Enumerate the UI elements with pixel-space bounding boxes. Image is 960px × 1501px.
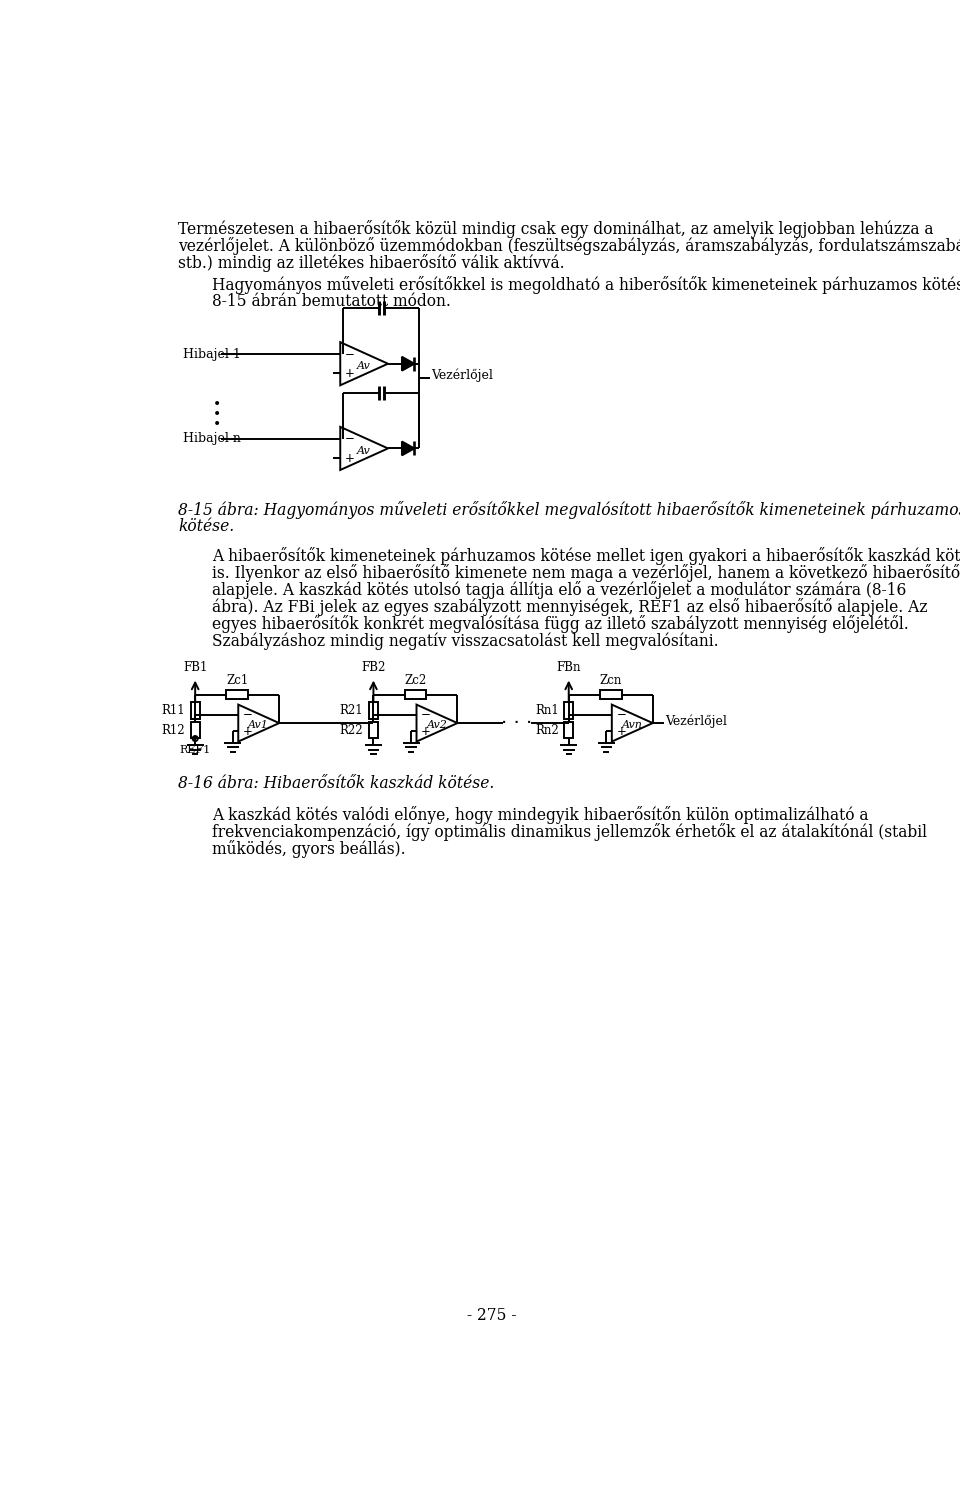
- Bar: [564, 722, 573, 738]
- Text: +: +: [345, 452, 355, 465]
- Text: +: +: [345, 366, 355, 380]
- Bar: [404, 690, 426, 699]
- Bar: [190, 701, 200, 719]
- Text: Av2: Av2: [426, 720, 447, 729]
- Text: −: −: [243, 708, 252, 722]
- Text: Av1: Av1: [249, 720, 269, 729]
- Text: Rn1: Rn1: [535, 704, 559, 716]
- Text: R21: R21: [340, 704, 363, 716]
- Text: −: −: [616, 708, 626, 722]
- Text: stb.) mindig az illetékes hibaerősítő válik aktívvá.: stb.) mindig az illetékes hibaerősítő vá…: [179, 254, 564, 272]
- Text: +: +: [421, 725, 431, 738]
- Text: A hibaerősítők kimeneteinek párhuzamos kötése mellet igen gyakori a hibaerősítők: A hibaerősítők kimeneteinek párhuzamos k…: [212, 548, 960, 564]
- Text: alapjele. A kaszkád kötés utolsó tagja állítja elő a vezérlőjelet a modulátor sz: alapjele. A kaszkád kötés utolsó tagja á…: [212, 581, 906, 599]
- Text: vezérlőjelet. A különböző üzemmódokban (feszültségszabályzás, áramszabályzás, fo: vezérlőjelet. A különböző üzemmódokban (…: [179, 237, 960, 255]
- Text: •: •: [213, 407, 221, 420]
- Text: FBn: FBn: [557, 660, 581, 674]
- Text: Av: Av: [357, 446, 371, 456]
- Bar: [369, 722, 378, 738]
- Text: FB2: FB2: [361, 660, 386, 674]
- Text: Hibajel n: Hibajel n: [182, 432, 241, 446]
- Bar: [190, 722, 200, 738]
- Text: Vezérlőjel: Vezérlőjel: [431, 369, 493, 383]
- Bar: [564, 701, 573, 719]
- Text: ábra). Az FBi jelek az egyes szabályzott mennyiségek, REF1 az első hibaerősítő a: ábra). Az FBi jelek az egyes szabályzott…: [212, 597, 928, 615]
- Text: R22: R22: [340, 723, 363, 737]
- Text: 8-15 ábra: Hagyományos műveleti erősítőkkel megvalósított hibaerősítők kimenetei: 8-15 ábra: Hagyományos műveleti erősítők…: [179, 501, 960, 519]
- Text: •: •: [213, 417, 221, 431]
- Text: +: +: [243, 725, 252, 738]
- Text: Természetesen a hibaerősítők közül mindig csak egy dominálhat, az amelyik legjob: Természetesen a hibaerősítők közül mindi…: [179, 221, 934, 239]
- Text: Hagyományos műveleti erősítőkkel is megoldható a hiberősítők kimeneteinek párhuz: Hagyományos műveleti erősítőkkel is mego…: [212, 276, 960, 294]
- Text: működés, gyors beállás).: működés, gyors beállás).: [212, 841, 406, 859]
- Text: Zc2: Zc2: [404, 674, 426, 687]
- Text: Vezérlőjel: Vezérlőjel: [665, 714, 727, 728]
- Text: −: −: [345, 348, 355, 360]
- Polygon shape: [402, 441, 415, 455]
- Text: 8-16 ábra: Hibaerősítők kaszkád kötése.: 8-16 ábra: Hibaerősítők kaszkád kötése.: [179, 776, 494, 793]
- Text: Zc1: Zc1: [226, 674, 249, 687]
- Text: −: −: [421, 708, 431, 722]
- Text: 8-15 ábrán bemutatott módon.: 8-15 ábrán bemutatott módon.: [212, 293, 451, 309]
- Text: FB1: FB1: [183, 660, 207, 674]
- Text: R11: R11: [161, 704, 185, 716]
- Text: is. Ilyenkor az első hibaerősítő kimenete nem maga a vezérlőjel, hanem a követke: is. Ilyenkor az első hibaerősítő kimenet…: [212, 564, 960, 582]
- Text: · · ·: · · ·: [501, 713, 533, 732]
- Bar: [369, 701, 378, 719]
- Text: kötése.: kötése.: [179, 518, 234, 534]
- Text: R12: R12: [161, 723, 185, 737]
- Text: A kaszkád kötés valódi előnye, hogy mindegyik hibaerősítőn külön optimalizálható: A kaszkád kötés valódi előnye, hogy mind…: [212, 806, 869, 824]
- Polygon shape: [402, 357, 415, 371]
- Text: Szabályzáshoz mindig negatív visszacsatolást kell megvalósítani.: Szabályzáshoz mindig negatív visszacsato…: [212, 632, 719, 650]
- Text: Avn: Avn: [622, 720, 642, 729]
- Text: Zcn: Zcn: [600, 674, 622, 687]
- Text: Av: Av: [357, 360, 371, 371]
- Text: −: −: [345, 432, 355, 446]
- Text: - 275 -: - 275 -: [468, 1306, 516, 1324]
- Bar: [227, 690, 248, 699]
- Text: REF1: REF1: [180, 744, 211, 755]
- Text: egyes hibaerősítők konkrét megvalósítása függ az illető szabályzott mennyiség el: egyes hibaerősítők konkrét megvalósítása…: [212, 615, 909, 633]
- Text: frekvenciakompenzáció, így optimális dinamikus jellemzők érhetők el az átalakító: frekvenciakompenzáció, így optimális din…: [212, 824, 927, 842]
- Text: Rn2: Rn2: [535, 723, 559, 737]
- Bar: [600, 690, 621, 699]
- Text: Hibajel 1: Hibajel 1: [182, 348, 241, 360]
- Text: +: +: [616, 725, 626, 738]
- Text: •: •: [213, 396, 221, 411]
